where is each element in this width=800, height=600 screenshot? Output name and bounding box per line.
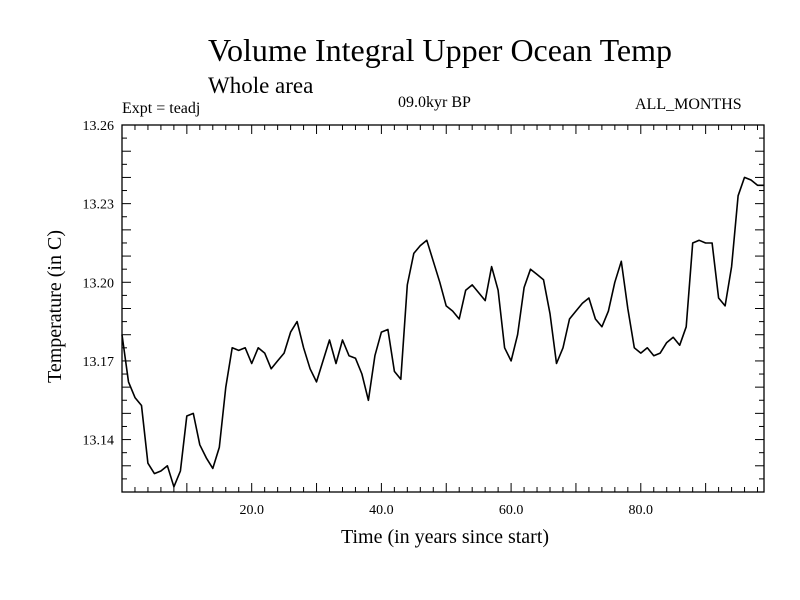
x-axis-label: Time (in years since start)	[341, 526, 549, 548]
y-tick-label: 13.14	[83, 434, 115, 449]
x-tick-label: 20.0	[239, 503, 264, 518]
period-label: 09.0kyr BP	[398, 94, 471, 111]
y-tick-label: 13.17	[83, 355, 115, 370]
y-tick-label: 13.23	[83, 198, 115, 213]
x-tick-label: 60.0	[499, 503, 524, 518]
axis-ticks	[122, 125, 764, 492]
x-tick-label: 40.0	[369, 503, 394, 518]
y-tick-label: 13.20	[83, 276, 115, 291]
tick-labels: 20.0 40.0 60.0 80.0 13.14 13.17 13.20 13.23 13.2…	[83, 119, 654, 518]
plot-frame	[121, 124, 765, 493]
experiment-label: Expt = teadj	[122, 100, 201, 117]
series-line-temperature	[121, 176, 764, 488]
x-tick-label: 80.0	[629, 503, 654, 518]
y-axis-label: Temperature (in C)	[44, 230, 66, 383]
chart-title: Volume Integral Upper Ocean Temp	[208, 32, 672, 68]
chart-subtitle: Whole area	[208, 73, 314, 98]
months-label: ALL_MONTHS	[635, 96, 742, 113]
y-tick-label: 13.26	[83, 119, 115, 134]
